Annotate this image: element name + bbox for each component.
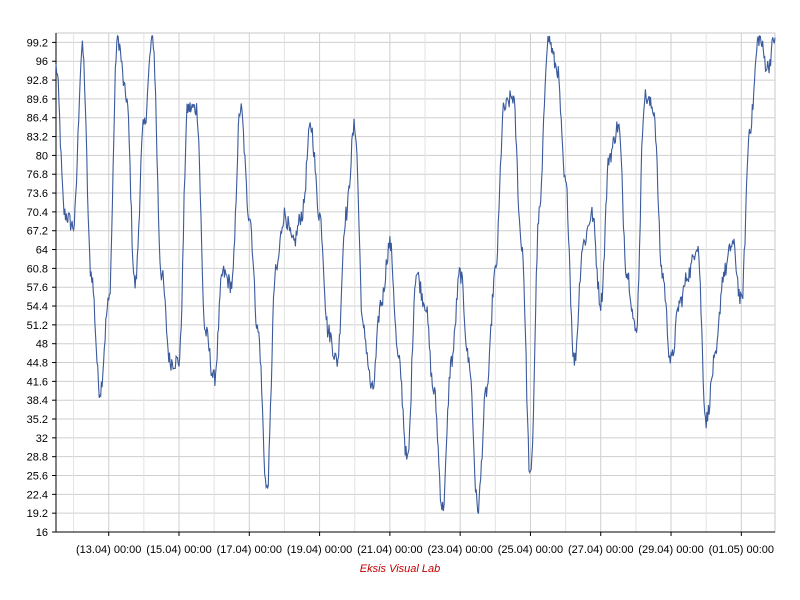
y-tick-label: 22.4 (27, 489, 48, 501)
series-line (55, 34, 776, 514)
grid (55, 32, 776, 533)
y-tick-label: 67.2 (27, 226, 48, 238)
y-tick-label: 44.8 (27, 358, 48, 370)
y-tick-label: 48 (36, 339, 48, 351)
y-tick-label: 38.4 (27, 395, 48, 407)
y-tick-label: 92.8 (27, 75, 48, 87)
y-tick-label: 96 (36, 56, 48, 68)
x-tick-label: (17.04) 00:00 (217, 544, 282, 556)
y-tick-label: 35.2 (27, 414, 48, 426)
y-tick-label: 25.6 (27, 471, 48, 483)
y-tick-label: 76.8 (27, 169, 48, 181)
y-tick-label: 57.6 (27, 282, 48, 294)
x-tick-label: (25.04) 00:00 (498, 544, 563, 556)
y-tick-label: 60.8 (27, 263, 48, 275)
x-tick-label: (21.04) 00:00 (357, 544, 422, 556)
credit-label: Eksis Visual Lab (360, 563, 441, 575)
x-tick-label: (27.04) 00:00 (568, 544, 633, 556)
axes (52, 33, 775, 536)
x-tick-label: (01.05) 00:00 (709, 544, 774, 556)
y-tick-label: 54.4 (27, 301, 48, 313)
y-tick-label: 32 (36, 433, 48, 445)
y-tick-labels: 16 19.2 22.4 25.6 28.8 32 35.2 38.4 41.6 44.8 48 51… (27, 37, 48, 539)
x-tick-label: (13.04) 00:00 (76, 544, 141, 556)
y-tick-label: 70.4 (27, 207, 48, 219)
x-tick-label: (15.04) 00:00 (146, 544, 211, 556)
y-tick-label: 41.6 (27, 376, 48, 388)
y-tick-label: 16 (36, 527, 48, 539)
y-tick-label: 89.6 (27, 94, 48, 106)
x-tick-label: (23.04) 00:00 (427, 544, 492, 556)
y-tick-label: 83.2 (27, 132, 48, 144)
x-tick-labels: (13.04) 00:00 (15.04) 00:00 (17.04) 00:00 (… (76, 544, 774, 556)
y-tick-label: 19.2 (27, 508, 48, 520)
y-tick-label: 51.2 (27, 320, 48, 332)
y-tick-label: 28.8 (27, 452, 48, 464)
y-tick-label: 99.2 (27, 37, 48, 49)
y-tick-label: 73.6 (27, 188, 48, 200)
y-tick-label: 86.4 (27, 113, 48, 125)
x-tick-label: (19.04) 00:00 (287, 544, 352, 556)
y-tick-label: 80 (36, 150, 48, 162)
x-tick-label: (29.04) 00:00 (638, 544, 703, 556)
y-tick-label: 64 (36, 245, 48, 257)
